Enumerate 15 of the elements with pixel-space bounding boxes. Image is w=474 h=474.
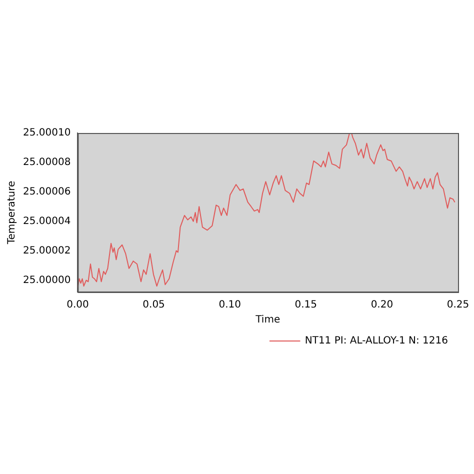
y-tick-label: 25.00006: [22, 186, 71, 198]
x-tick-label: 0.10: [218, 300, 241, 311]
y-tick-label: 25.00000: [22, 274, 71, 286]
x-tick-label: 0.25: [446, 300, 470, 311]
y-axis-title: Temperature: [6, 180, 18, 246]
x-tick-label: 0.05: [142, 300, 165, 311]
x-tick-label: 0.20: [370, 300, 394, 311]
y-tick-label: 25.00010: [22, 128, 71, 139]
y-tick-label: 25.00004: [22, 216, 71, 227]
x-axis-title: Time: [254, 314, 280, 326]
y-tick-label: 25.00002: [22, 245, 71, 256]
legend-label: NT11 PI: AL-ALLOY-1 N: 1216: [304, 336, 448, 347]
x-tick-label: 0.00: [66, 300, 89, 311]
x-tick-label: 0.15: [294, 300, 318, 311]
y-tick-label: 25.00008: [22, 157, 71, 168]
